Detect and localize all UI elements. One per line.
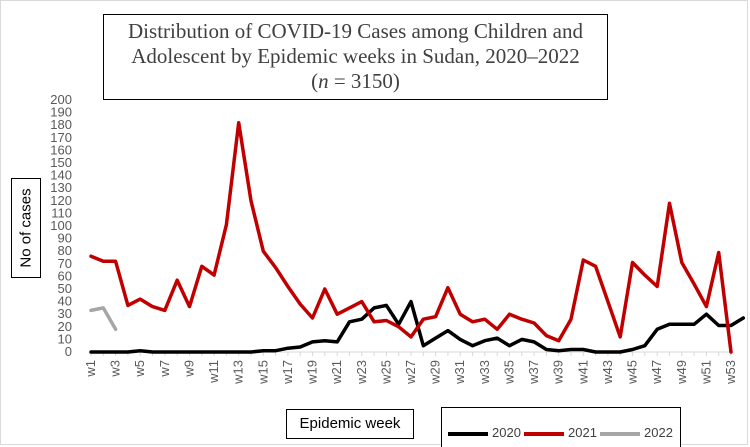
x-tick-label: w53 (723, 360, 738, 385)
y-tick-label: 30 (58, 306, 72, 321)
y-tick-label: 70 (58, 256, 72, 271)
series-line-2022 (89, 306, 118, 332)
x-tick-label: w31 (452, 360, 467, 385)
y-tick-label: 140 (50, 168, 72, 183)
y-tick-label: 200 (50, 92, 72, 107)
x-tick-label: w37 (526, 360, 541, 385)
y-tick-label: 150 (50, 155, 72, 170)
x-tick-label: w39 (551, 360, 566, 385)
x-tick-label: w9 (181, 360, 196, 378)
legend-label-2022: 2022 (644, 425, 673, 440)
y-tick-label: 60 (58, 268, 72, 283)
y-tick-label: 40 (58, 294, 72, 309)
series-line-2020 (89, 299, 746, 354)
x-tick-label: w33 (477, 360, 492, 385)
y-tick-label: 100 (50, 218, 72, 233)
legend-label-2021: 2021 (568, 425, 597, 440)
x-tick-label: w13 (231, 360, 246, 385)
y-tick-label: 0 (65, 344, 72, 359)
legend-label-2020: 2020 (492, 425, 521, 440)
x-tick-label: w35 (501, 360, 516, 385)
x-tick-label: w19 (305, 360, 320, 385)
y-tick-label: 130 (50, 180, 72, 195)
legend-swatch-2020 (448, 432, 488, 436)
x-tick-label: w43 (600, 360, 615, 385)
x-tick-label: w25 (378, 360, 393, 385)
y-tick-label: 180 (50, 117, 72, 132)
series-line-2021 (89, 120, 733, 354)
x-tick-label: w21 (329, 360, 344, 385)
chart-title: Distribution of COVID-19 Cases among Chi… (103, 14, 608, 100)
x-tick-label: w51 (698, 360, 713, 385)
y-tick-label: 170 (50, 130, 72, 145)
y-tick-label: 10 (58, 331, 72, 346)
y-tick-label: 160 (50, 142, 72, 157)
chart-title-line1: Distribution of COVID-19 Cases among Chi… (128, 19, 583, 43)
chart-title-line3: (n = 3150) (311, 69, 400, 93)
y-tick-label: 20 (58, 319, 72, 334)
x-tick-label: w7 (157, 360, 172, 378)
legend-swatch-2022 (600, 432, 640, 436)
series-layer (89, 120, 746, 354)
chart-title-line2: Adolescent by Epidemic weeks in Sudan, 2… (131, 44, 580, 68)
x-axis-label: Epidemic week (286, 409, 414, 439)
y-tick-label: 110 (51, 205, 72, 220)
y-tick-label: 90 (58, 231, 72, 246)
x-tick-label: w27 (403, 360, 418, 385)
x-tick-label: w15 (255, 360, 270, 385)
axes: 0102030405060708090100110120130140150160… (50, 92, 738, 385)
x-tick-label: w29 (428, 360, 443, 385)
x-tick-label: w49 (674, 360, 689, 385)
y-axis-label: No of cases (17, 188, 35, 268)
y-tick-label: 120 (50, 193, 72, 208)
legend-swatch-2021 (524, 432, 564, 436)
x-tick-label: w5 (132, 360, 147, 378)
legend: 2020 2021 2022 (441, 407, 681, 447)
x-tick-label: w17 (280, 360, 295, 385)
x-tick-label: w41 (575, 360, 590, 385)
y-axis-label-box (11, 178, 41, 278)
x-tick-label: w47 (649, 360, 664, 385)
x-tick-label: w45 (625, 360, 640, 385)
y-tick-label: 80 (58, 243, 72, 258)
y-tick-label: 190 (50, 105, 72, 120)
x-tick-label: w1 (83, 360, 98, 378)
y-tick-label: 50 (58, 281, 72, 296)
x-tick-label: w11 (206, 360, 221, 384)
x-tick-label: w3 (108, 360, 123, 378)
x-tick-label: w23 (354, 360, 369, 385)
